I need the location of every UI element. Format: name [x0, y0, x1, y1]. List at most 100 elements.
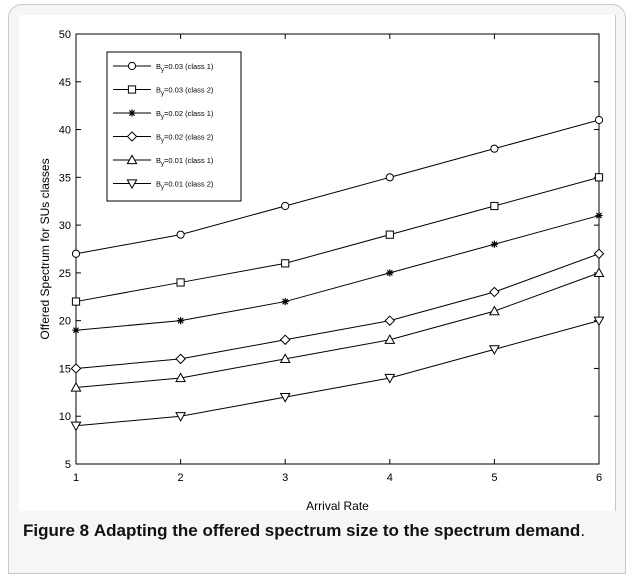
series-4	[70, 248, 605, 374]
legend-marker	[126, 131, 138, 142]
series-3	[72, 211, 603, 334]
data-point	[175, 353, 186, 365]
data-point	[177, 317, 185, 325]
data-point	[281, 201, 290, 211]
series-5	[70, 267, 605, 392]
data-point	[594, 173, 604, 182]
data-point	[490, 144, 499, 153]
data-point	[71, 249, 81, 258]
data-point	[281, 259, 290, 268]
series-2	[71, 173, 604, 306]
data-point	[593, 316, 605, 327]
data-point	[384, 334, 396, 344]
legend-label: By=0.02 (class 1)	[156, 109, 214, 121]
data-point	[70, 381, 82, 392]
x-axis-label: Arrival Rate	[306, 499, 369, 511]
x-tick-label: 3	[282, 472, 288, 484]
figure-caption: Figure 8 Adapting the offered spectrum s…	[23, 519, 623, 543]
data-point	[175, 412, 187, 422]
y-axis-label: Offered Spectrum for SUs classes	[38, 158, 52, 339]
series-line	[75, 253, 600, 369]
data-point	[593, 267, 605, 277]
data-point	[490, 240, 498, 248]
y-tick-label: 50	[59, 29, 71, 41]
star-stroke	[177, 317, 184, 324]
figure-frame: 1 2 3 4 5 6 5 10 15 20 25 30 35 40 45 50 Arrival Rate Off…	[8, 4, 626, 574]
data-point	[386, 269, 394, 277]
x-tick-label: 4	[387, 472, 393, 484]
y-tick-label: 40	[59, 125, 71, 137]
legend: By=0.03 (class 1) By=0.03 (class 2) By=0.0…	[106, 51, 242, 202]
data-point	[279, 334, 291, 346]
plot-panel: 1 2 3 4 5 6 5 10 15 20 25 30 35 40 45 50 Arrival Rate Off…	[19, 15, 616, 511]
x-tick-label: 2	[178, 472, 184, 484]
figure-caption-text: Adapting the offered spectrum size to th…	[93, 521, 581, 540]
data-point	[384, 373, 396, 384]
y-tick-label: 35	[59, 172, 71, 184]
legend-entry: By=0.03 (class 2)	[113, 85, 214, 98]
legend-marker	[126, 154, 138, 165]
star-stroke	[128, 109, 136, 117]
data-point	[385, 230, 394, 239]
y-tick-label: 15	[59, 363, 71, 375]
y-tick-label: 30	[59, 220, 71, 232]
data-point	[489, 286, 500, 298]
legend-marker	[128, 109, 136, 117]
legend-entry: By=0.03 (class 1)	[113, 61, 214, 74]
data-point	[595, 211, 603, 220]
series-6	[70, 316, 605, 432]
y-tick-label: 25	[59, 268, 71, 280]
data-point	[488, 345, 500, 355]
star-stroke	[595, 212, 603, 219]
series-line	[75, 176, 600, 303]
y-tick-label: 5	[65, 459, 71, 471]
star-stroke	[386, 269, 393, 276]
y-tick-label: 45	[59, 77, 71, 89]
legend-entry: By=0.02 (class 1)	[113, 109, 214, 121]
series-line	[75, 272, 600, 389]
data-point	[71, 297, 81, 306]
legend-label: By=0.02 (class 2)	[156, 133, 214, 145]
star-stroke	[72, 327, 80, 334]
legend-label: By=0.03 (class 1)	[156, 62, 214, 74]
legend-entry: By=0.01 (class 1)	[113, 154, 214, 168]
data-point	[176, 278, 185, 287]
data-point	[384, 315, 396, 326]
figure-caption-end: .	[580, 521, 586, 540]
data-point	[72, 326, 80, 334]
x-tick-label: 5	[491, 472, 497, 484]
legend-marker	[127, 61, 137, 71]
data-point	[594, 115, 604, 125]
data-point	[279, 353, 291, 363]
series-1	[71, 115, 604, 258]
legend-label: By=0.03 (class 2)	[156, 86, 214, 98]
legend-label: By=0.01 (class 1)	[156, 156, 214, 168]
legend-entry: By=0.02 (class 2)	[113, 131, 214, 145]
data-point	[70, 363, 82, 374]
x-tick-label: 1	[73, 472, 79, 484]
data-point	[490, 201, 499, 211]
y-tick-label: 10	[59, 411, 71, 423]
x-tick-label: 6	[596, 472, 602, 484]
data-point	[176, 230, 185, 239]
data-point	[281, 297, 289, 306]
legend-entry: By=0.01 (class 2)	[113, 179, 214, 192]
data-point	[70, 421, 82, 432]
data-point	[385, 173, 394, 182]
series-line	[75, 119, 600, 255]
figure-label: Figure 8	[23, 521, 90, 540]
series-line	[75, 320, 600, 427]
series-line	[75, 215, 600, 331]
legend-box	[106, 51, 242, 202]
legend-marker	[126, 179, 138, 190]
legend-label: By=0.01 (class 2)	[156, 180, 214, 192]
star-stroke	[282, 298, 289, 305]
star-stroke	[491, 241, 498, 248]
y-tick-label: 20	[59, 316, 71, 328]
data-point	[175, 372, 187, 383]
data-point	[488, 305, 500, 316]
data-point	[279, 393, 291, 403]
legend-marker	[127, 85, 137, 94]
data-point	[593, 248, 605, 260]
